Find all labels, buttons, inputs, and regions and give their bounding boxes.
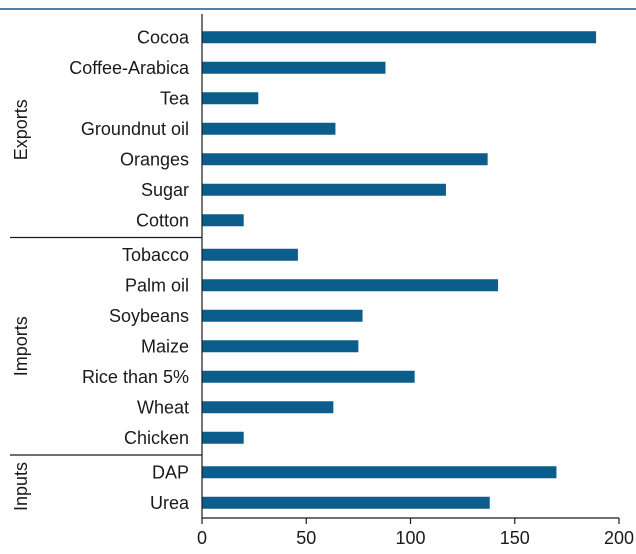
bar-groundnut-oil <box>202 122 336 135</box>
bar-maize <box>202 340 359 353</box>
bar-tea <box>202 92 259 105</box>
bar-rice-than-5 <box>202 370 415 383</box>
bar-soybeans <box>202 309 363 322</box>
category-label-rice-than-5: Rice than 5% <box>82 367 189 387</box>
category-label-coffee-arabica: Coffee-Arabica <box>69 58 190 78</box>
x-axis: 0 50 100 150 200 <box>197 14 634 548</box>
category-label-chicken: Chicken <box>124 428 189 448</box>
bar-cotton <box>202 214 244 227</box>
category-label-tobacco: Tobacco <box>122 245 189 265</box>
group-labels: Exports Imports Inputs <box>10 99 202 511</box>
x-tick-label-0: 0 <box>197 528 207 548</box>
category-label-oranges: Oranges <box>120 149 189 169</box>
x-tick-label-150: 150 <box>500 528 530 548</box>
category-label-sugar: Sugar <box>141 180 189 200</box>
category-label-dap: DAP <box>152 462 189 482</box>
category-label-cocoa: Cocoa <box>137 27 190 47</box>
category-label-palm-oil: Palm oil <box>125 275 189 295</box>
category-label-tea: Tea <box>160 88 190 108</box>
category-label-soybeans: Soybeans <box>109 306 189 326</box>
category-label-cotton: Cotton <box>136 210 189 230</box>
bar-cocoa <box>202 31 597 44</box>
category-label-groundnut-oil: Groundnut oil <box>81 119 189 139</box>
group-label-inputs: Inputs <box>11 462 31 511</box>
group-label-exports: Exports <box>11 99 31 160</box>
x-tick-label-200: 200 <box>604 528 634 548</box>
bar-coffee-arabica <box>202 61 386 74</box>
category-labels: Cocoa Coffee-Arabica Tea Groundnut oil Orang… <box>69 27 190 513</box>
group-label-imports: Imports <box>11 316 31 376</box>
bar-oranges <box>202 153 488 166</box>
bars <box>202 31 597 509</box>
bar-tobacco <box>202 248 298 261</box>
bar-dap <box>202 466 557 479</box>
x-tick-label-50: 50 <box>296 528 316 548</box>
bar-wheat <box>202 401 334 414</box>
x-tick-label-100: 100 <box>395 528 425 548</box>
category-label-maize: Maize <box>141 336 189 356</box>
bar-sugar <box>202 183 446 196</box>
category-label-urea: Urea <box>150 493 190 513</box>
category-label-wheat: Wheat <box>137 397 189 417</box>
bar-urea <box>202 496 490 509</box>
bar-palm-oil <box>202 279 499 292</box>
bar-chicken <box>202 431 244 444</box>
